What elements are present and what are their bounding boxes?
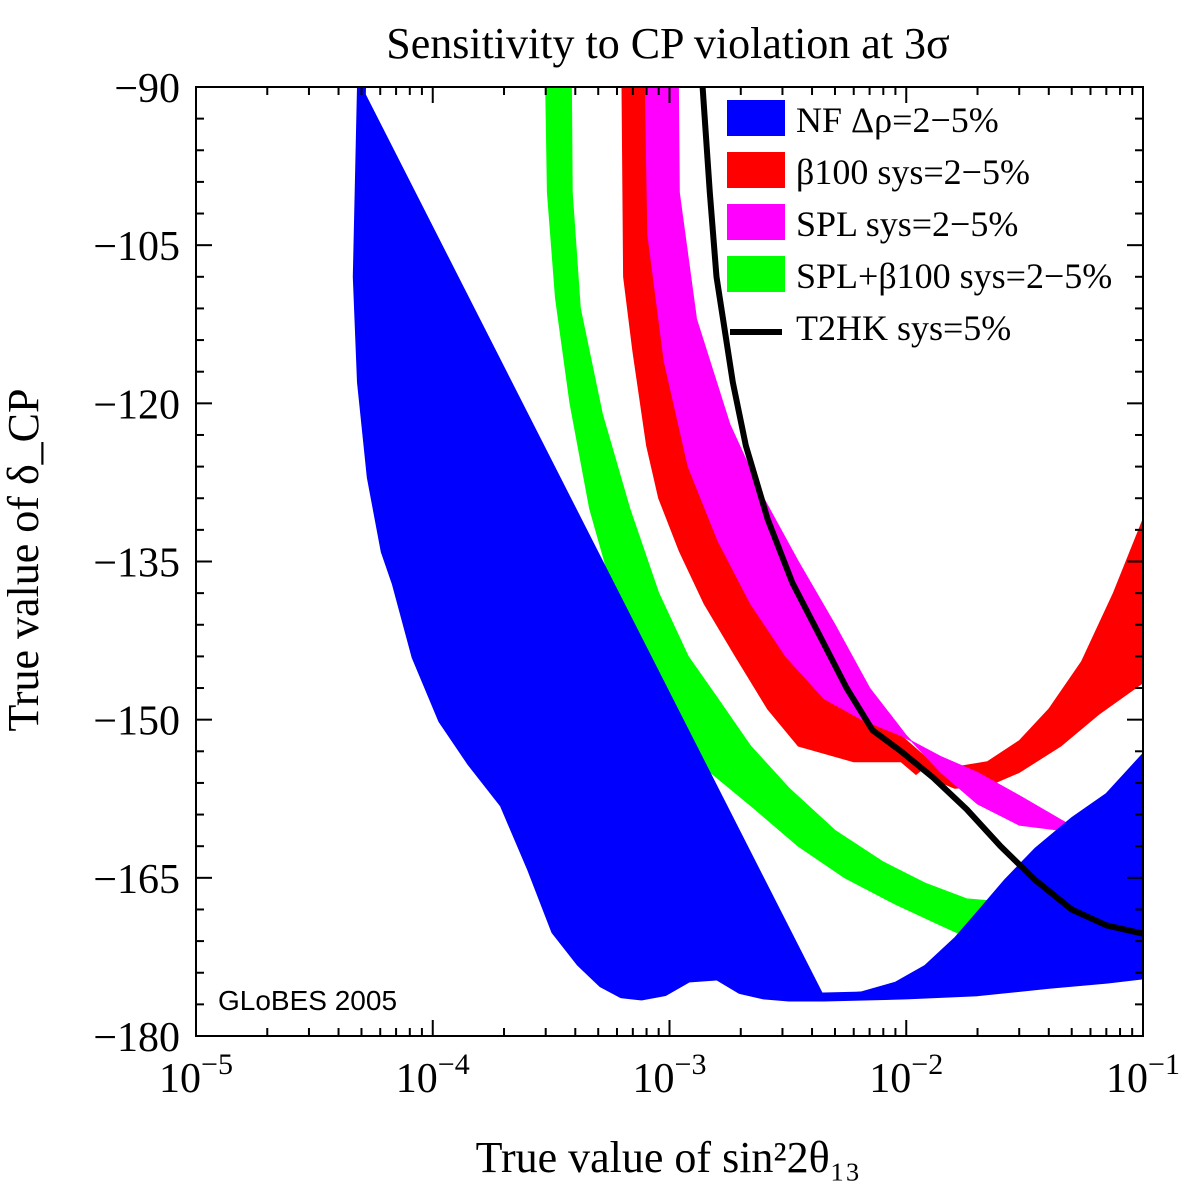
axes: 10−5 10−4 10−3 10−2 10−1 −90 −105 −120 −135 −150 −… — [93, 66, 1180, 1102]
y-tick-label: −90 — [114, 66, 180, 112]
x-tick-label: 10−1 — [1106, 1048, 1180, 1102]
legend-label: SPL+β100 sys=2−5% — [796, 256, 1112, 296]
y-tick-label: −120 — [93, 382, 180, 428]
y-axis-label: True value of δ_CP — [0, 389, 48, 732]
legend-label: β100 sys=2−5% — [796, 152, 1030, 192]
legend-swatch — [727, 152, 785, 188]
x-axis-label: True value of sin²2θ₁₃ — [476, 1133, 861, 1182]
line-nf-edge — [352, 87, 1143, 1002]
legend: NF Δρ=2−5% β100 sys=2−5% SPL sys=2−5% SPL+β… — [727, 100, 1112, 348]
plot-area — [352, 87, 1143, 1002]
legend-swatch — [727, 100, 785, 136]
y-tick-label: −180 — [93, 1015, 180, 1061]
x-tick-label: 10−3 — [633, 1048, 707, 1102]
line-t2hk-sys-5 — [699, 87, 1143, 937]
globes-annotation: GLoBES 2005 — [218, 985, 397, 1016]
y-tick-label: −165 — [93, 857, 180, 903]
legend-label: NF Δρ=2−5% — [796, 100, 999, 140]
x-tick-label: 10−5 — [159, 1048, 233, 1102]
y-tick-label: −150 — [93, 699, 180, 745]
x-tick-label: 10−2 — [869, 1048, 943, 1102]
y-tick-label: −135 — [93, 541, 180, 587]
chart-title: Sensitivity to CP violation at 3σ — [386, 19, 950, 68]
y-tick-label: −105 — [93, 224, 180, 270]
legend-label: T2HK sys=5% — [796, 308, 1011, 348]
band-spl-sys-2-5 — [644, 87, 1143, 853]
x-tick-label: 10−4 — [396, 1048, 470, 1102]
legend-label: SPL sys=2−5% — [796, 204, 1018, 244]
legend-swatch — [727, 256, 785, 292]
legend-swatch — [727, 204, 785, 240]
